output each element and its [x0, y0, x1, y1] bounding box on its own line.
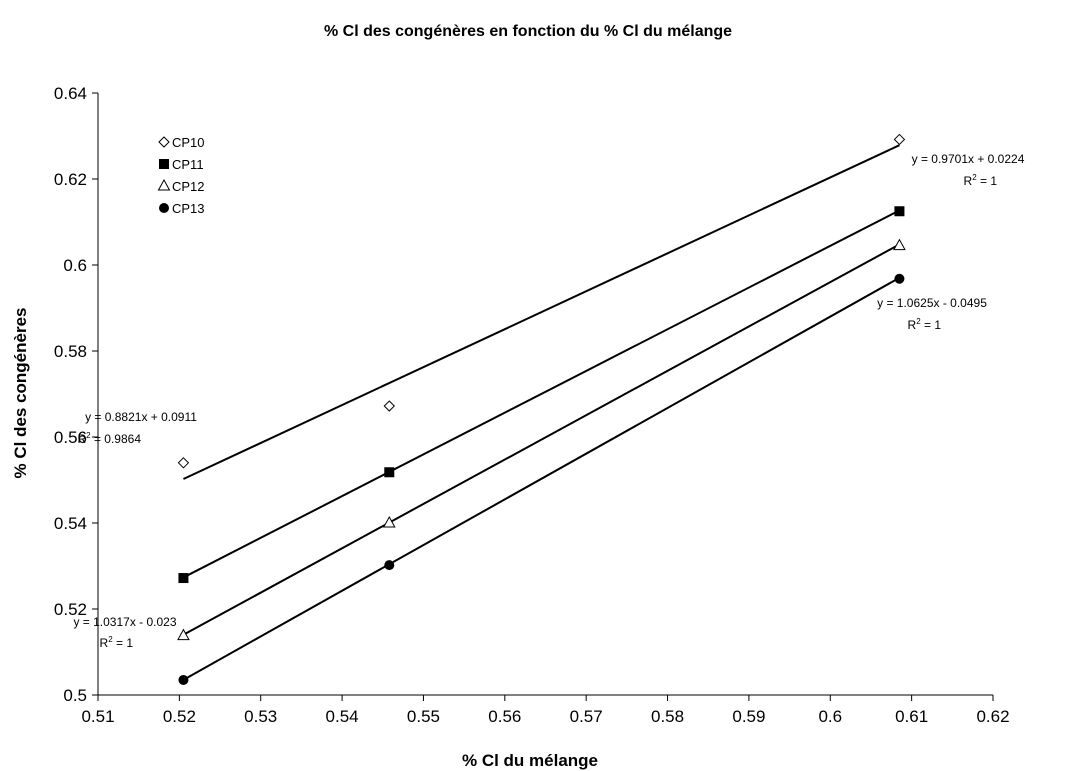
r-squared-label: R2 = 1	[964, 173, 998, 188]
r-squared-label: R2 = 1	[100, 635, 134, 650]
legend-marker-cp13	[159, 203, 169, 213]
data-points	[177, 133, 906, 685]
trendline-cp10	[183, 144, 900, 480]
x-tick-label: 0.6	[818, 707, 842, 726]
x-tick-label: 0.61	[895, 707, 928, 726]
legend-marker-cp12	[157, 178, 171, 191]
x-tick-label: 0.57	[570, 707, 603, 726]
data-point-cp12	[382, 515, 396, 528]
trendline-cp13	[182, 276, 900, 681]
r-squared-value: = 1	[113, 636, 134, 650]
x-tick-label: 0.58	[651, 707, 684, 726]
r-squared-value: = 1	[921, 318, 942, 332]
x-tick-label: 0.59	[732, 707, 765, 726]
x-tick-label: 0.53	[244, 707, 277, 726]
legend-label-cp12: CP12	[172, 179, 205, 194]
r-squared-symbol: R	[77, 432, 86, 446]
data-point-cp10	[383, 400, 395, 412]
y-axis-label: % Cl des congénères	[11, 307, 30, 478]
r-squared-symbol: R	[100, 636, 109, 650]
trendline-equation: y = 0.8821x + 0.0911	[85, 410, 197, 424]
y-tick-label: 0.62	[54, 170, 87, 189]
legend-marker-cp10	[158, 136, 170, 148]
data-point-cp11	[384, 467, 395, 478]
x-tick-label: 0.54	[326, 707, 359, 726]
y-tick-label: 0.54	[54, 514, 87, 533]
y-tick-label: 0.52	[54, 600, 87, 619]
x-tick-label: 0.52	[163, 707, 196, 726]
trendline-equation: y = 1.0625x - 0.0495	[877, 296, 987, 310]
chart-title: % Cl des congénères en fonction du % Cl …	[324, 23, 732, 40]
x-tick-label: 0.51	[81, 707, 114, 726]
trendline-cp12	[182, 243, 900, 636]
r-squared-exponent: 2	[86, 431, 91, 440]
r-squared-exponent: 2	[972, 173, 977, 182]
r-squared-label: R2 = 1	[908, 317, 942, 332]
tick-labels: 0.51 0.52 0.53 0.54 0.55 0.56 0.57 0.58 0.59 0.6 0…	[54, 84, 1010, 726]
x-tick-label: 0.62	[976, 707, 1009, 726]
y-tick-label: 0.64	[54, 84, 87, 103]
x-tick-label: 0.56	[488, 707, 521, 726]
r-squared-value: = 0.9864	[91, 432, 142, 446]
r-squared-symbol: R	[964, 174, 973, 188]
x-axis-label: % Cl du mélange	[462, 751, 598, 770]
legend-label-cp11: CP11	[172, 157, 204, 172]
data-point-cp13	[178, 674, 189, 685]
data-point-cp13	[894, 273, 905, 284]
r-squared-symbol: R	[908, 318, 917, 332]
r-squared-value: = 1	[977, 174, 998, 188]
data-point-cp10	[177, 457, 190, 469]
data-point-cp13	[384, 560, 395, 571]
data-point-cp11	[894, 206, 905, 217]
y-tick-label: 0.6	[63, 256, 87, 275]
x-tick-label: 0.55	[407, 707, 440, 726]
r-squared-exponent: 2	[108, 635, 113, 644]
y-tick-label: 0.5	[63, 686, 87, 705]
y-tick-label: 0.58	[54, 342, 87, 361]
trendline-cp11	[182, 209, 900, 579]
data-point-cp10	[893, 133, 906, 146]
data-point-cp12	[177, 628, 190, 641]
legend-label-cp13: CP13	[172, 201, 205, 216]
axes	[92, 92, 994, 701]
legend-marker-cp11	[159, 159, 169, 169]
r-squared-label: R2 = 0.9864	[77, 431, 141, 446]
y-tick-label: 0.56	[54, 428, 87, 447]
trendline-equation: y = 0.9701x + 0.0224	[912, 152, 1025, 166]
legend-label-cp10: CP10	[172, 135, 205, 150]
trendlines	[182, 144, 900, 681]
r-squared-exponent: 2	[916, 317, 921, 326]
data-point-cp11	[178, 573, 189, 584]
data-point-cp12	[893, 238, 906, 251]
legend: CP10 CP11 CP12 CP13	[157, 135, 205, 216]
trendline-equation: y = 1.0317x - 0.023	[73, 615, 176, 629]
